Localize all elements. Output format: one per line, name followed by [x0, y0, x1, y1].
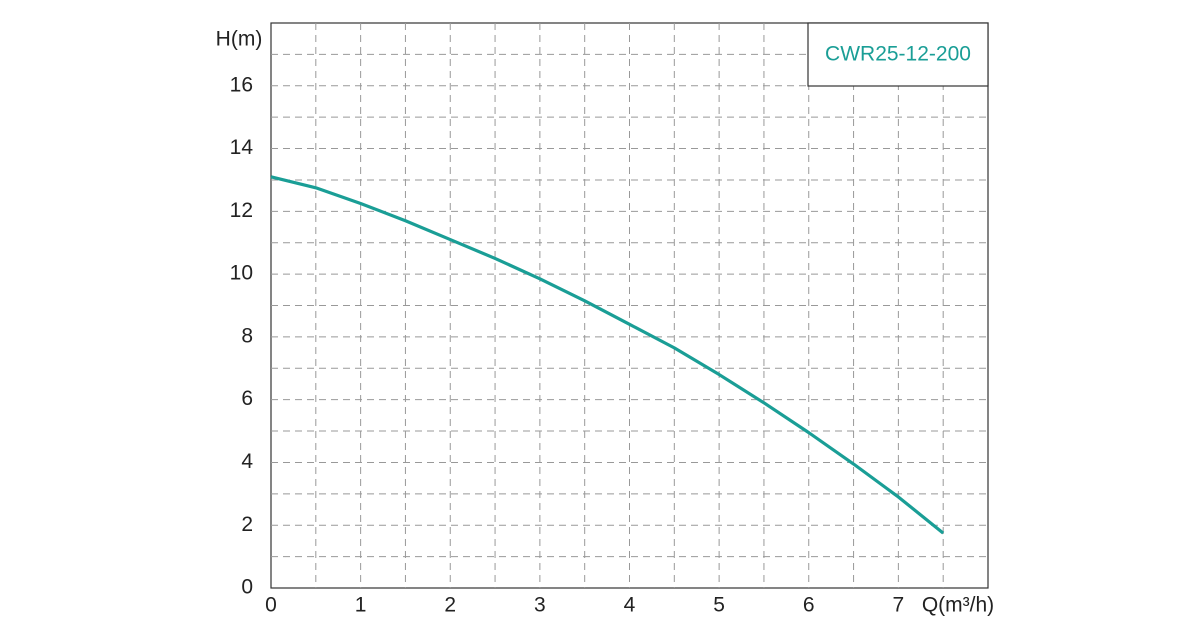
x-tick-label: 3	[534, 594, 546, 617]
x-tick-label: 5	[713, 594, 725, 617]
y-tick-label: 14	[230, 136, 254, 159]
x-axis-label: Q(m³/h)	[922, 594, 994, 617]
y-tick-label: 6	[241, 387, 253, 410]
x-tick-label: 7	[893, 594, 905, 617]
y-tick-label: 10	[230, 262, 253, 285]
y-tick-label: 16	[230, 73, 253, 96]
y-tick-label: 0	[241, 576, 253, 599]
legend-box	[807, 22, 989, 87]
x-tick-label: 1	[355, 594, 367, 617]
y-tick-label: 4	[241, 450, 253, 473]
y-tick-label: 2	[241, 513, 253, 536]
x-tick-label: 0	[265, 594, 277, 617]
curve	[270, 175, 945, 535]
y-tick-label: 8	[241, 324, 253, 347]
y-tick-label: 12	[230, 199, 253, 222]
x-tick-label: 6	[803, 594, 815, 617]
x-tick-label: 2	[444, 594, 456, 617]
x-tick-label: 4	[624, 594, 636, 617]
y-axis-label: H(m)	[216, 28, 263, 51]
legend-label: CWR25-12-200	[825, 43, 971, 66]
